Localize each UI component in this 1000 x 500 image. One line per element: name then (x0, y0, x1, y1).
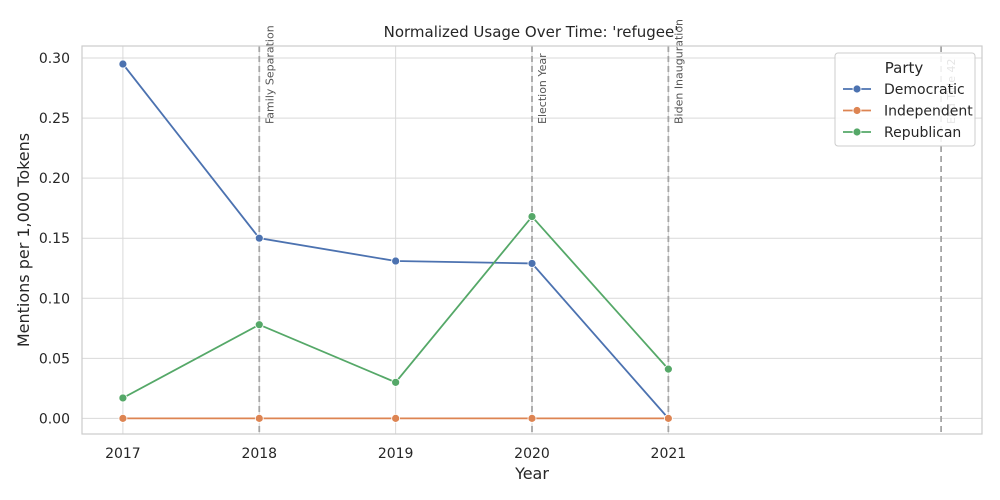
x-tick-label: 2020 (514, 446, 550, 462)
x-tick-label: 2018 (241, 446, 277, 462)
plot-area-frame (81, 45, 983, 435)
data-point (527, 413, 537, 423)
data-point (391, 413, 401, 423)
data-point (527, 212, 537, 221)
data-point (254, 233, 264, 243)
event-label: Biden Inauguration (672, 19, 685, 124)
legend: Party Democratic Independent Republican (834, 52, 976, 147)
y-tick-label: 0.05 (39, 351, 70, 367)
legend-marker (852, 127, 862, 137)
x-tick-label: 2021 (651, 446, 687, 462)
legend-label: Independent (884, 104, 973, 120)
legend-title: Party (885, 59, 924, 77)
series-lines (118, 59, 673, 423)
data-point (118, 413, 128, 423)
data-point (118, 59, 128, 69)
event-label: Family Separation (263, 25, 276, 124)
legend-marker (852, 84, 862, 94)
data-point (663, 413, 673, 423)
legend-label: Republican (884, 125, 961, 141)
event-label: Election Year (536, 53, 549, 124)
legend-marker (852, 106, 862, 115)
legend-label: Democratic (884, 82, 965, 98)
data-point (663, 364, 673, 374)
y-tick-label: 0.25 (39, 111, 70, 127)
y-tick-label: 0.10 (39, 291, 70, 307)
data-point (391, 377, 401, 387)
data-point (254, 413, 264, 423)
y-tick-label: 0.00 (39, 411, 70, 427)
data-point (527, 259, 537, 268)
y-tick-label: 0.15 (39, 231, 70, 247)
data-point (254, 320, 264, 330)
chart-title: Normalized Usage Over Time: 'refugee' (384, 23, 679, 41)
x-tick-label: 2019 (378, 446, 414, 462)
x-tick-label: 2017 (105, 446, 141, 462)
x-axis-label: Year (514, 464, 549, 483)
y-tick-label: 0.30 (39, 51, 70, 67)
legend-box (834, 52, 976, 147)
data-point (118, 393, 128, 403)
tick-labels: 0.00 0.05 0.10 0.15 0.20 0.25 0.30 2017 2018 2019… (39, 51, 686, 462)
data-point (391, 256, 401, 266)
y-tick-label: 0.20 (39, 171, 70, 187)
y-axis-label: Mentions per 1,000 Tokens (14, 133, 33, 347)
